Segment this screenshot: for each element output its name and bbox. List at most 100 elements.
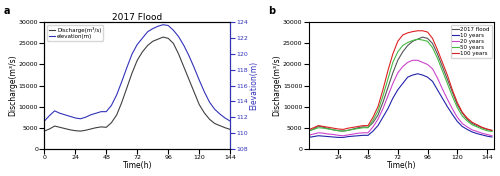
10 years bbox=[365, 134, 371, 136]
100 years bbox=[310, 127, 316, 129]
10 years bbox=[479, 134, 485, 136]
20 years bbox=[484, 133, 490, 136]
2017 flood bbox=[375, 114, 381, 116]
10 years bbox=[395, 89, 401, 91]
20 years bbox=[469, 129, 475, 131]
X-axis label: Time(h): Time(h) bbox=[122, 161, 152, 170]
20 years bbox=[464, 126, 470, 128]
50 years bbox=[484, 130, 490, 132]
100 years bbox=[385, 70, 391, 72]
50 years bbox=[450, 95, 456, 97]
50 years bbox=[459, 115, 465, 117]
20 years bbox=[365, 132, 371, 134]
2017 flood bbox=[464, 118, 470, 120]
Y-axis label: Discharge(m³/s): Discharge(m³/s) bbox=[8, 55, 17, 116]
10 years bbox=[336, 136, 342, 139]
50 years bbox=[414, 38, 420, 40]
2017 flood bbox=[360, 126, 366, 128]
50 years bbox=[430, 47, 436, 49]
100 years bbox=[474, 124, 480, 126]
20 years bbox=[375, 118, 381, 120]
100 years bbox=[326, 126, 332, 128]
20 years bbox=[360, 132, 366, 134]
100 years bbox=[459, 111, 465, 113]
10 years bbox=[484, 135, 490, 137]
50 years bbox=[380, 95, 386, 97]
10 years bbox=[330, 136, 336, 138]
50 years bbox=[330, 129, 336, 131]
10 years bbox=[420, 74, 426, 76]
2017 flood bbox=[410, 40, 416, 42]
50 years bbox=[454, 106, 460, 109]
20 years bbox=[336, 134, 342, 136]
100 years bbox=[380, 89, 386, 91]
20 years bbox=[454, 116, 460, 118]
100 years bbox=[424, 31, 430, 33]
10 years bbox=[360, 134, 366, 136]
10 years bbox=[375, 125, 381, 127]
50 years bbox=[365, 127, 371, 129]
10 years bbox=[444, 106, 450, 108]
20 years bbox=[370, 126, 376, 128]
20 years bbox=[326, 133, 332, 135]
2017 flood bbox=[450, 91, 456, 93]
Y-axis label: Elevation(m): Elevation(m) bbox=[250, 61, 258, 110]
100 years bbox=[414, 30, 420, 32]
100 years bbox=[345, 127, 351, 129]
20 years bbox=[474, 130, 480, 133]
20 years bbox=[404, 61, 410, 63]
Legend: Discharge(m³/s), elevation(m): Discharge(m³/s), elevation(m) bbox=[47, 25, 103, 40]
2017 flood bbox=[484, 128, 490, 130]
20 years bbox=[380, 108, 386, 110]
100 years bbox=[340, 128, 346, 130]
20 years bbox=[355, 132, 361, 134]
20 years bbox=[316, 132, 322, 134]
2017 flood bbox=[380, 101, 386, 103]
2017 flood bbox=[340, 130, 346, 132]
10 years bbox=[345, 136, 351, 138]
50 years bbox=[350, 128, 356, 130]
10 years bbox=[464, 128, 470, 130]
100 years bbox=[430, 37, 436, 39]
2017 flood bbox=[404, 45, 410, 47]
100 years bbox=[420, 30, 426, 32]
2017 flood bbox=[385, 87, 391, 89]
10 years bbox=[414, 73, 420, 75]
100 years bbox=[365, 125, 371, 127]
10 years bbox=[474, 133, 480, 135]
10 years bbox=[355, 135, 361, 137]
20 years bbox=[489, 135, 495, 137]
100 years bbox=[489, 129, 495, 131]
2017 flood bbox=[365, 126, 371, 128]
100 years bbox=[469, 121, 475, 123]
50 years bbox=[360, 127, 366, 129]
10 years bbox=[454, 120, 460, 122]
50 years bbox=[440, 70, 446, 72]
100 years bbox=[464, 117, 470, 119]
10 years bbox=[326, 136, 332, 138]
50 years bbox=[420, 39, 426, 41]
2017 flood bbox=[469, 122, 475, 125]
2017 flood bbox=[336, 130, 342, 132]
10 years bbox=[400, 82, 406, 84]
50 years bbox=[320, 127, 326, 129]
2017 flood bbox=[479, 127, 485, 129]
10 years bbox=[404, 76, 410, 78]
2017 flood bbox=[395, 59, 401, 61]
50 years bbox=[489, 130, 495, 133]
100 years bbox=[390, 53, 396, 55]
2017 flood bbox=[326, 128, 332, 130]
2017 flood bbox=[316, 125, 322, 127]
100 years bbox=[355, 125, 361, 128]
2017 flood bbox=[434, 53, 440, 55]
50 years bbox=[316, 127, 322, 129]
10 years bbox=[306, 136, 312, 139]
20 years bbox=[400, 65, 406, 68]
10 years bbox=[380, 116, 386, 118]
100 years bbox=[450, 89, 456, 91]
Line: 10 years: 10 years bbox=[308, 74, 492, 137]
20 years bbox=[345, 134, 351, 136]
20 years bbox=[440, 88, 446, 90]
2017 flood bbox=[430, 42, 436, 45]
50 years bbox=[410, 39, 416, 42]
